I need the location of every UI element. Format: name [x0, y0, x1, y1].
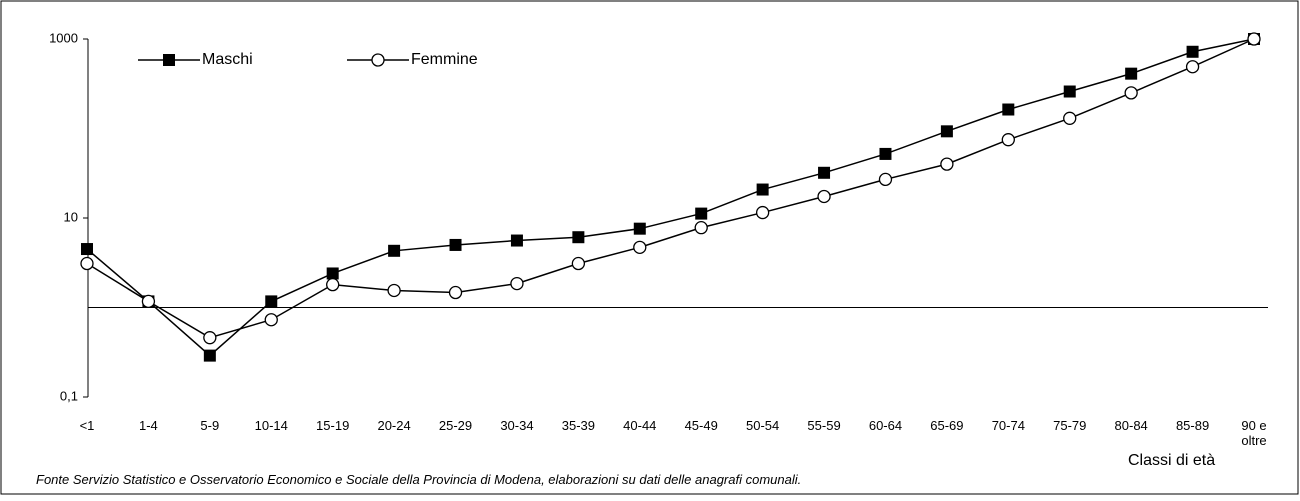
- marker: [1186, 45, 1199, 58]
- marker: [264, 313, 278, 327]
- marker: [1063, 85, 1076, 98]
- x-tick-label: 25-29: [438, 418, 473, 433]
- marker: [1125, 67, 1138, 80]
- marker: [633, 222, 646, 235]
- marker: [141, 294, 156, 309]
- x-axis-label: Classi di età: [1128, 452, 1216, 469]
- x-tick-label: 65-69: [930, 418, 964, 433]
- x-tick-label: 1-4: [139, 418, 158, 433]
- marker: [510, 276, 524, 291]
- marker: [879, 147, 892, 160]
- marker: [572, 231, 585, 244]
- marker: [510, 234, 523, 247]
- x-tick-label: 55-59: [807, 418, 841, 433]
- x-tick-label: <1: [79, 418, 95, 433]
- x-tick-label: 15-19: [316, 418, 350, 433]
- marker: [878, 172, 893, 187]
- marker: [203, 349, 216, 362]
- marker: [571, 256, 586, 271]
- marker: [265, 295, 278, 308]
- marker: [817, 189, 831, 204]
- x-tick-label: 20-24: [377, 418, 411, 433]
- marker: [1124, 86, 1138, 100]
- legend-label: Maschi: [202, 51, 253, 68]
- marker: [387, 283, 401, 298]
- x-tick-label: 35-39: [561, 418, 595, 433]
- x-tick-label: 5-9: [200, 418, 220, 433]
- marker: [1001, 133, 1015, 147]
- x-tick-label: 50-54: [746, 418, 780, 433]
- legend-label: Femmine: [411, 51, 478, 68]
- x-tick-label: 60-64: [868, 418, 903, 433]
- x-tick-label: 85-89: [1175, 418, 1210, 433]
- marker: [449, 238, 462, 251]
- marker: [940, 157, 954, 171]
- marker: [756, 183, 769, 196]
- x-tick-label: 45-49: [684, 418, 718, 433]
- marker: [80, 256, 94, 271]
- marker: [755, 205, 770, 220]
- x-tick-label: 75-79: [1053, 418, 1087, 433]
- series-line: [86, 38, 1255, 339]
- marker: [1247, 32, 1261, 46]
- marker: [633, 240, 647, 254]
- x-tick-label: 70-74: [991, 418, 1025, 433]
- marker: [203, 331, 217, 345]
- x-tick-label: 10-14: [254, 418, 288, 433]
- marker: [1185, 60, 1200, 74]
- marker: [1063, 111, 1077, 125]
- marker: [940, 125, 953, 138]
- legend-marker: [163, 54, 175, 66]
- y-tick-label: 1000: [49, 30, 78, 45]
- marker: [388, 244, 401, 257]
- source-note: Fonte Servizio Statistico e Osservatorio…: [36, 472, 802, 487]
- marker: [695, 207, 708, 220]
- marker: [81, 243, 93, 256]
- x-tick-label: 80-84: [1114, 418, 1148, 433]
- x-tick-label: 90 e oltre: [1241, 418, 1267, 448]
- marker: [694, 221, 708, 235]
- x-tick-label: 30-34: [500, 418, 534, 433]
- marker: [448, 285, 463, 300]
- y-tick-label: 0,1: [60, 388, 78, 403]
- y-tick-label: 10: [64, 209, 78, 224]
- series-line: [86, 38, 1255, 357]
- legend-marker: [371, 53, 385, 67]
- marker: [326, 267, 339, 280]
- x-tick-label: 40-44: [623, 418, 657, 433]
- marker: [818, 166, 831, 179]
- marker: [326, 278, 340, 292]
- marker: [1002, 103, 1015, 116]
